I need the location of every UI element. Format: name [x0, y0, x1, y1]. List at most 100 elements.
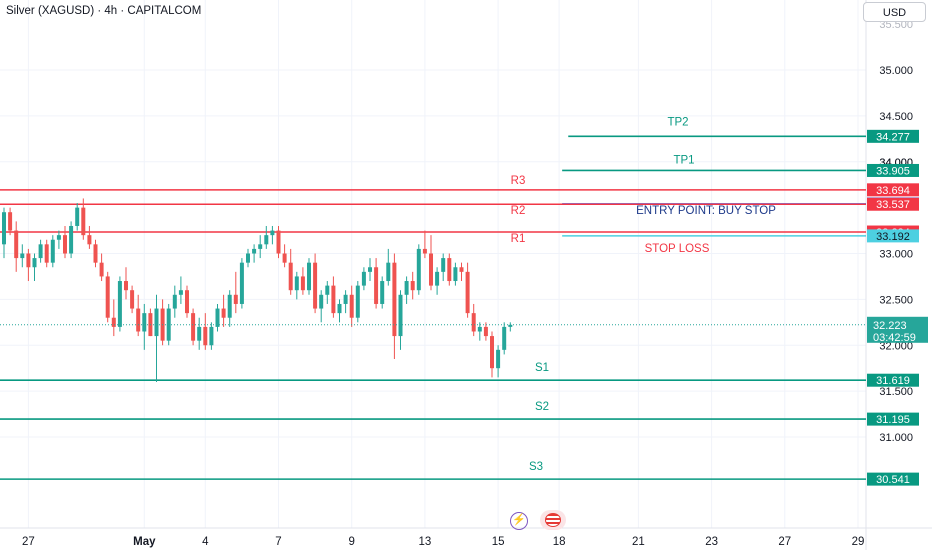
- level-label-stop-loss: STOP LOSS: [645, 243, 710, 255]
- candle-body: [465, 271, 470, 314]
- candle: [349, 285, 354, 327]
- candle: [343, 290, 348, 314]
- candle: [56, 230, 61, 249]
- candle: [154, 294, 159, 382]
- candle: [294, 271, 299, 300]
- candle: [355, 281, 360, 323]
- candle-body: [453, 267, 458, 282]
- candle: [404, 276, 409, 304]
- candle: [81, 198, 86, 240]
- candle: [252, 244, 257, 263]
- candle-body: [410, 281, 415, 291]
- level-label-entry: ENTRY POINT: BUY STOP: [636, 205, 776, 217]
- candle: [111, 299, 116, 337]
- price-tag-label: 31.619: [876, 375, 910, 387]
- price-tag-label: 33.192: [876, 231, 910, 243]
- candle-body: [63, 235, 67, 254]
- candle-body: [349, 294, 354, 318]
- level-label-tp2: TP2: [667, 116, 688, 128]
- candle-body: [343, 294, 348, 304]
- price-tag-label: 31.195: [876, 414, 910, 426]
- y-tick-label: 35.000: [879, 65, 913, 77]
- candle-body: [441, 258, 446, 272]
- candle-body: [117, 281, 122, 327]
- us-flag-icon[interactable]: [540, 510, 566, 530]
- candle: [136, 294, 141, 337]
- candle: [282, 244, 287, 268]
- candle-body: [422, 248, 427, 254]
- price-tag-box: [867, 412, 919, 426]
- candle-body: [313, 262, 318, 309]
- candle-body: [215, 308, 220, 327]
- candle-body: [44, 244, 49, 263]
- candle-body: [130, 290, 135, 309]
- y-tick-label: 32.000: [879, 340, 913, 352]
- price-tag-label: 30.541: [876, 474, 910, 486]
- candle-body: [185, 290, 189, 314]
- candle: [313, 253, 318, 314]
- candle: [197, 317, 202, 350]
- candle-body: [93, 244, 98, 263]
- candle: [447, 253, 452, 286]
- price-tag-s3: 30.541: [867, 472, 919, 486]
- candle: [471, 303, 476, 337]
- candle: [270, 225, 275, 245]
- candle-body: [319, 294, 324, 309]
- candle: [8, 207, 13, 236]
- candle: [276, 225, 281, 259]
- symbol-title[interactable]: Silver (XAGUSD) · 4h · CAPITALCOM: [6, 5, 202, 17]
- level-label-r2: R2: [511, 205, 526, 217]
- candle: [130, 285, 135, 314]
- candle-body: [368, 267, 372, 272]
- x-tick-label: 23: [705, 536, 718, 548]
- candle: [233, 271, 238, 314]
- candle-body: [386, 262, 391, 282]
- price-tag-box: [867, 163, 919, 177]
- candle-body: [325, 285, 330, 295]
- candle-body: [429, 253, 433, 286]
- level-label-tp1: TP1: [673, 154, 694, 166]
- candle: [215, 303, 220, 332]
- candle-body: [307, 262, 311, 291]
- candle-body: [197, 326, 202, 341]
- candle: [160, 299, 165, 346]
- candle-body: [392, 262, 397, 337]
- candle-body: [209, 326, 214, 346]
- price-tag-box: [867, 229, 919, 243]
- candle-body: [276, 230, 281, 254]
- lightning-icon[interactable]: ⚡: [510, 512, 528, 530]
- candle: [459, 262, 464, 282]
- price-tag-box: [867, 472, 919, 486]
- x-tick-label: 7: [275, 536, 281, 548]
- candle: [374, 258, 379, 309]
- candle: [361, 267, 366, 291]
- candle-body: [471, 313, 476, 332]
- candle-body: [227, 294, 232, 318]
- price-tag-tp1: 33.905: [867, 163, 919, 177]
- currency-button[interactable]: USD: [863, 2, 926, 22]
- candle: [288, 248, 293, 295]
- candle-body: [258, 244, 263, 249]
- level-label-s3: S3: [529, 461, 543, 473]
- x-tick-label: 9: [348, 536, 354, 548]
- candle-body: [124, 281, 128, 291]
- countdown-label: 03:42:59: [873, 332, 916, 344]
- candle-body: [56, 235, 61, 240]
- candle-body: [483, 326, 488, 337]
- candle-body: [246, 253, 250, 263]
- x-tick-label: 29: [852, 536, 865, 548]
- candle-body: [459, 267, 464, 272]
- price-tag-r2: 33.537: [867, 197, 919, 211]
- candle-body: [496, 349, 501, 369]
- candle-body: [331, 285, 336, 314]
- price-tag-label: 33.694: [876, 185, 910, 197]
- candle-body: [136, 308, 141, 332]
- candle: [221, 294, 226, 327]
- candle: [410, 271, 415, 300]
- candle-body: [239, 262, 244, 304]
- candle: [50, 235, 55, 268]
- level-label-r3: R3: [511, 175, 526, 187]
- candle: [93, 239, 98, 268]
